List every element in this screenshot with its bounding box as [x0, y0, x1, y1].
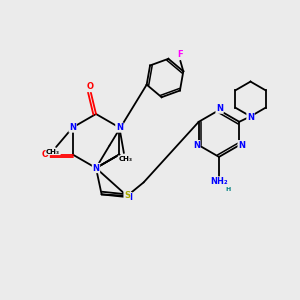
Text: S: S [124, 191, 130, 200]
Text: N: N [125, 193, 132, 202]
Text: N: N [216, 104, 223, 113]
Text: N: N [193, 141, 200, 150]
Text: H: H [225, 187, 231, 192]
Text: CH₃: CH₃ [118, 156, 132, 162]
Text: N: N [69, 123, 76, 132]
Text: N: N [238, 141, 245, 150]
Text: N: N [116, 123, 123, 132]
Text: F: F [178, 50, 183, 59]
Text: O: O [42, 150, 49, 159]
Text: O: O [87, 82, 94, 91]
Text: CH₃: CH₃ [46, 148, 60, 154]
Text: N: N [92, 164, 100, 172]
Text: NH₂: NH₂ [210, 177, 228, 186]
Text: N: N [247, 113, 254, 122]
